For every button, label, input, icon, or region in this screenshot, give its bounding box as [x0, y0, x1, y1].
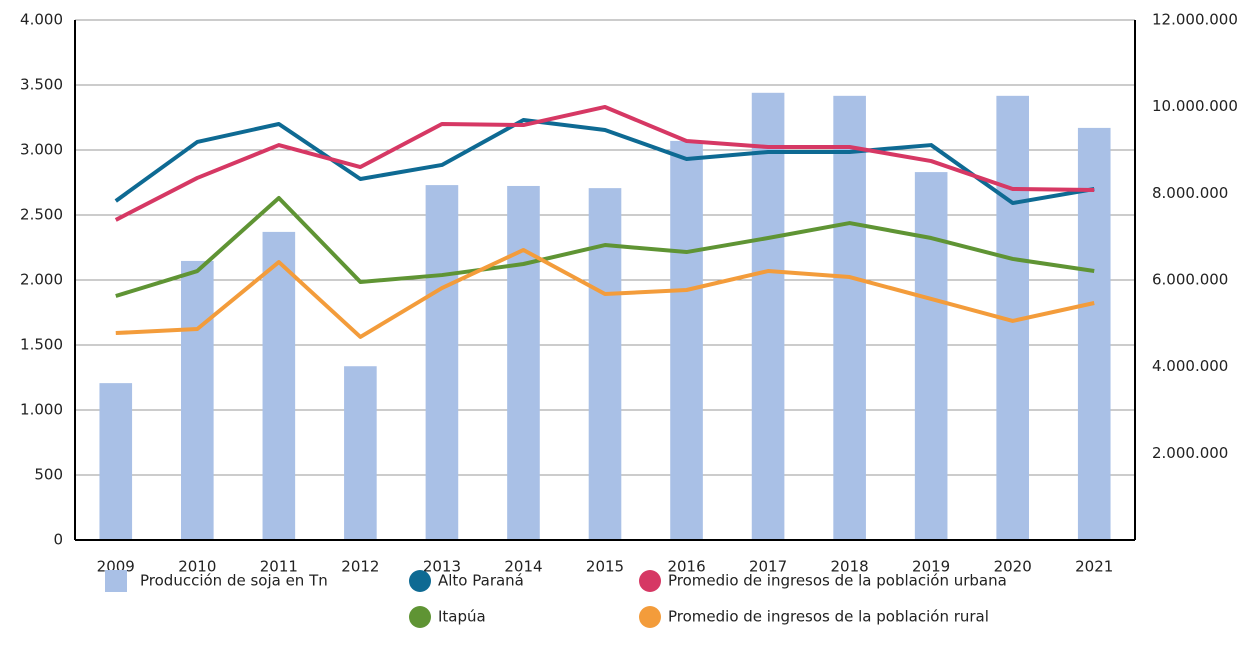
line	[114, 117, 1095, 206]
legend-label: Itapúa	[438, 608, 486, 626]
x-tick-label: 2019	[912, 558, 950, 576]
bar	[507, 185, 540, 540]
y-tick-label: 0	[53, 531, 63, 549]
x-tick-label: 2013	[423, 558, 461, 576]
y-tick-label: 4.000	[20, 11, 63, 29]
bar	[833, 95, 866, 540]
legend-label: Alto Paraná	[438, 572, 524, 590]
y2-tick-label: 10.000.000	[1152, 97, 1238, 115]
x-tick-label: 2018	[831, 558, 869, 576]
x-tick-label: 2015	[586, 558, 624, 576]
y2-tick-label: 6.000.000	[1152, 271, 1228, 289]
x-tick-label: 2021	[1075, 558, 1113, 576]
bar	[262, 231, 296, 540]
legend-label: Producción de soja en Tn	[140, 572, 328, 590]
bar	[181, 260, 214, 540]
legend-swatch	[409, 606, 431, 628]
legend-swatch	[105, 570, 127, 592]
y2-tick-label: 8.000.000	[1152, 184, 1228, 202]
y-tick-label: 1.500	[20, 336, 63, 354]
x-tick-label: 2014	[504, 558, 542, 576]
x-tick-label: 2012	[341, 558, 379, 576]
line	[115, 247, 1095, 339]
legend-swatch	[639, 570, 661, 592]
legend-label: Promedio de ingresos de la población rur…	[668, 608, 989, 626]
bar	[751, 92, 785, 541]
y-tick-label: 500	[34, 466, 63, 484]
x-tick-label: 2010	[178, 558, 216, 576]
x-tick-label: 2016	[667, 558, 705, 576]
line	[115, 195, 1095, 298]
bar	[99, 383, 133, 540]
bar	[425, 185, 459, 540]
bar	[344, 366, 377, 540]
y-tick-label: 3.500	[20, 76, 63, 94]
bar	[1077, 127, 1111, 541]
x-tick-label: 2020	[994, 558, 1032, 576]
bar	[914, 172, 948, 540]
bar	[588, 188, 622, 540]
line	[114, 104, 1095, 222]
y2-tick-label: 2.000.000	[1152, 444, 1228, 462]
y-tick-label: 3.000	[20, 141, 63, 159]
bar	[670, 140, 703, 540]
y-tick-label: 2.000	[20, 271, 63, 289]
x-tick-label: 2011	[260, 558, 298, 576]
y-tick-label: 1.000	[20, 401, 63, 419]
y2-tick-label: 4.000.000	[1152, 357, 1228, 375]
legend-label: Promedio de ingresos de la población urb…	[668, 572, 1007, 590]
y-tick-label: 2.500	[20, 206, 63, 224]
legend-swatch	[409, 570, 431, 592]
legend-swatch	[639, 606, 661, 628]
x-tick-label: 2017	[749, 558, 787, 576]
y2-tick-label: 12.000.000	[1152, 11, 1238, 29]
